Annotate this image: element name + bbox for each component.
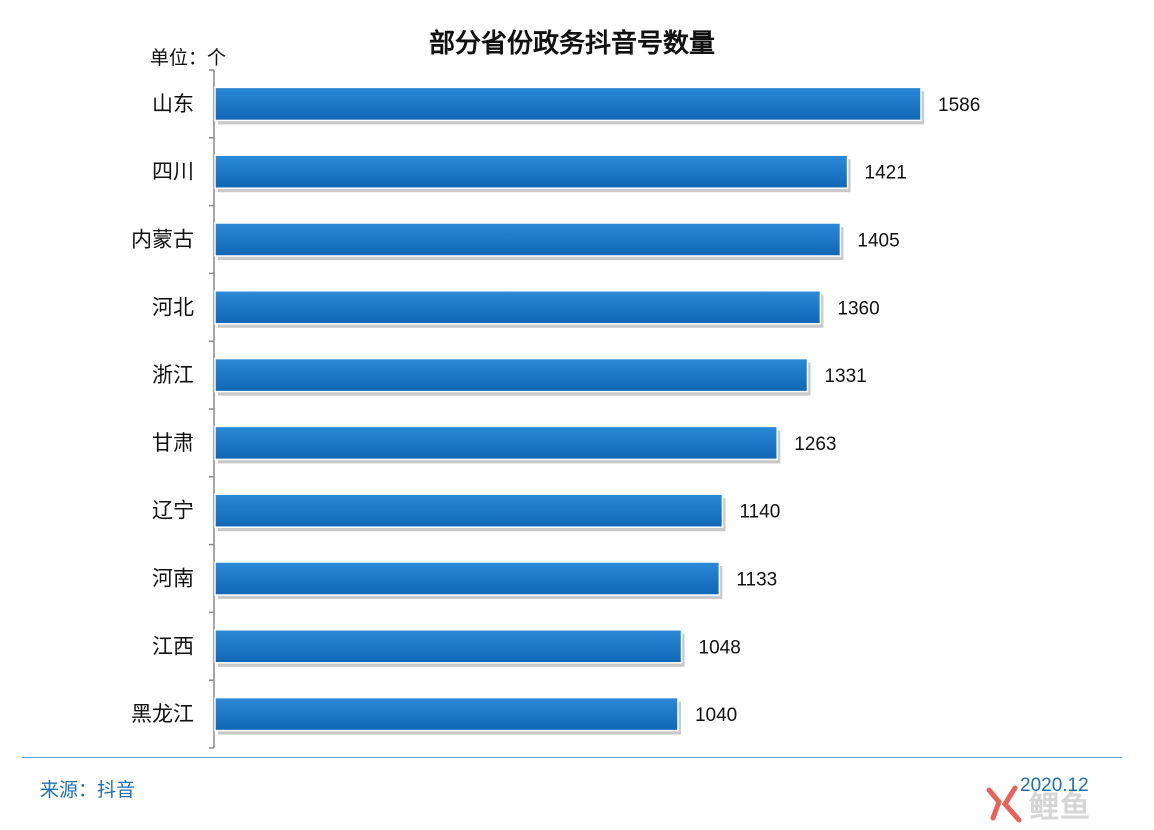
category-label: 内蒙古	[131, 228, 194, 252]
bar-7	[214, 493, 724, 528]
category-label: 江西	[152, 634, 194, 658]
bar-2	[214, 154, 849, 189]
data-label: 1405	[857, 231, 899, 252]
category-label: 河南	[152, 567, 194, 591]
source-note: 来源：抖音	[40, 779, 136, 801]
category-label: 甘肃	[152, 431, 194, 455]
bar-5	[214, 357, 809, 393]
category-label: 黑龙江	[131, 702, 194, 726]
data-label: 1421	[865, 163, 907, 184]
data-label: 1263	[794, 434, 836, 455]
date-label: 2020.12	[1020, 775, 1089, 796]
bar-8	[214, 561, 721, 596]
bars: 1586 1421 1405 1360 1331 1263 1140 1133 1048 1040	[214, 86, 980, 735]
watermark-logo-icon	[986, 785, 1022, 823]
data-label: 1040	[695, 705, 737, 726]
data-label: 1331	[824, 366, 866, 387]
bar-9	[214, 629, 683, 664]
data-label: 1140	[739, 502, 780, 523]
bar-6	[214, 425, 778, 461]
bar-10	[214, 696, 679, 732]
bar-3	[214, 222, 842, 257]
bar-chart: 部分省份政务抖音号数量 单位：个 山东四川内蒙古河北浙江甘肃辽宁河南江西黑龙江 …	[131, 28, 980, 749]
footer-divider	[22, 757, 1122, 758]
unit-label: 单位：个	[150, 47, 226, 69]
category-label: 四川	[152, 160, 194, 184]
chart-title: 部分省份政务抖音号数量	[429, 28, 715, 59]
bar-1	[214, 86, 922, 122]
watermark: 鲤鱼	[985, 782, 1135, 826]
category-label: 山东	[152, 92, 194, 116]
data-label: 1133	[736, 570, 777, 591]
data-label: 1360	[837, 298, 879, 319]
data-label: 1586	[938, 95, 980, 116]
bar-4	[214, 290, 822, 325]
category-label: 辽宁	[152, 499, 194, 523]
watermark-text: 鲤鱼	[1029, 790, 1091, 825]
data-label: 1048	[699, 637, 741, 658]
category-label: 浙江	[152, 363, 194, 387]
category-label: 河北	[152, 295, 194, 319]
